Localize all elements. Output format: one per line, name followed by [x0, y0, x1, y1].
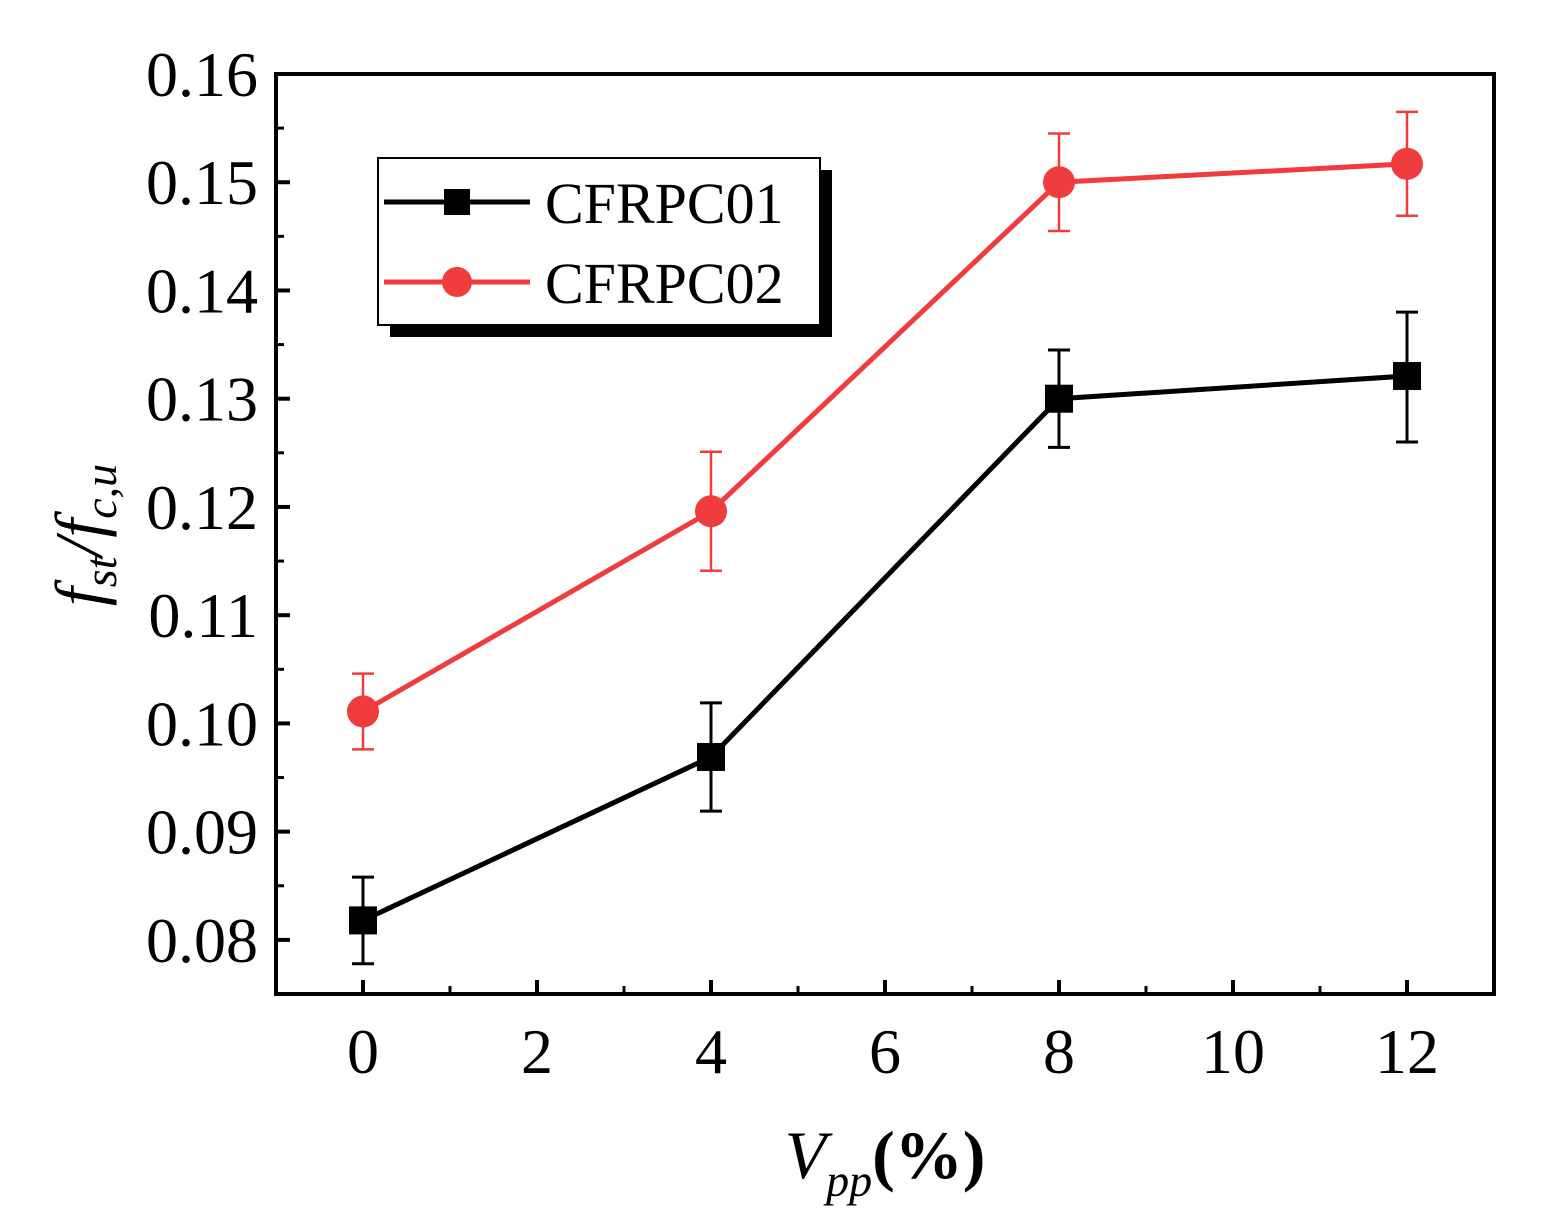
x-tick-label-6: 6 — [869, 1016, 901, 1087]
y-tick-label-0.08: 0.08 — [146, 905, 258, 976]
series-line-cfrpc02 — [361, 161, 1408, 714]
x-tick-label-10: 10 — [1201, 1016, 1265, 1087]
x-axis-title-suffix: (%) — [872, 1117, 985, 1193]
legend-marker-cfrpc01 — [444, 189, 470, 215]
legend-marker-cfrpc02 — [442, 267, 472, 297]
y-axis-title: fst/fc,u — [41, 464, 126, 606]
ticks-layer: 0 2 4 6 8 10 12 0.08 0.09 0.10 0.11 0.12 0.13 0.14 0.1… — [146, 39, 1439, 1087]
x-axis-title: Vpp(%) — [785, 1117, 986, 1206]
plot-frame — [274, 72, 1496, 996]
legend-box — [377, 157, 821, 326]
y-tick-label-0.11: 0.11 — [148, 580, 258, 651]
x-tick-label-4: 4 — [695, 1016, 727, 1087]
y-tick-label-0.09: 0.09 — [146, 797, 258, 868]
x-axis-title-main: V — [785, 1117, 834, 1193]
y-tick-label-0.10: 0.10 — [146, 688, 258, 759]
series-layer — [347, 110, 1423, 966]
point-cfrpc02-2 — [1043, 166, 1075, 199]
point-cfrpc01-2 — [1045, 384, 1073, 413]
y-axis-title-sub2: c,u — [75, 464, 126, 519]
x-axis-title-sub: pp — [823, 1155, 872, 1206]
x-tick-label-8: 8 — [1043, 1016, 1075, 1087]
y-axis-title-sub1: st — [75, 555, 126, 587]
point-cfrpc02-3 — [1391, 147, 1423, 180]
series-cfrpc01 — [349, 310, 1421, 966]
point-cfrpc02-0 — [347, 695, 379, 728]
series-line-cfrpc01 — [361, 373, 1408, 923]
x-tick-label-12: 12 — [1375, 1016, 1439, 1087]
x-tick-label-2: 2 — [521, 1016, 553, 1087]
legend-label-cfrpc01: CFRPC01 — [545, 171, 784, 236]
legend: CFRPC01 CFRPC02 — [377, 157, 832, 337]
y-tick-label-0.13: 0.13 — [146, 364, 258, 435]
point-cfrpc01-3 — [1393, 361, 1421, 390]
x-tick-label-0: 0 — [347, 1016, 379, 1087]
series-cfrpc02 — [347, 110, 1423, 751]
legend-label-cfrpc02: CFRPC02 — [545, 251, 784, 316]
y-tick-label-0.12: 0.12 — [146, 472, 258, 543]
point-cfrpc01-0 — [349, 906, 377, 935]
y-tick-label-0.14: 0.14 — [146, 255, 258, 326]
y-tick-label-0.16: 0.16 — [146, 39, 258, 110]
y-tick-label-0.15: 0.15 — [146, 147, 258, 218]
point-cfrpc02-1 — [695, 495, 727, 528]
point-cfrpc01-1 — [697, 742, 725, 771]
